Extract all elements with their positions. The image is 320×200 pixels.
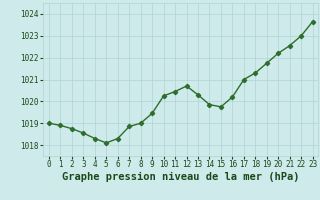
X-axis label: Graphe pression niveau de la mer (hPa): Graphe pression niveau de la mer (hPa): [62, 172, 300, 182]
